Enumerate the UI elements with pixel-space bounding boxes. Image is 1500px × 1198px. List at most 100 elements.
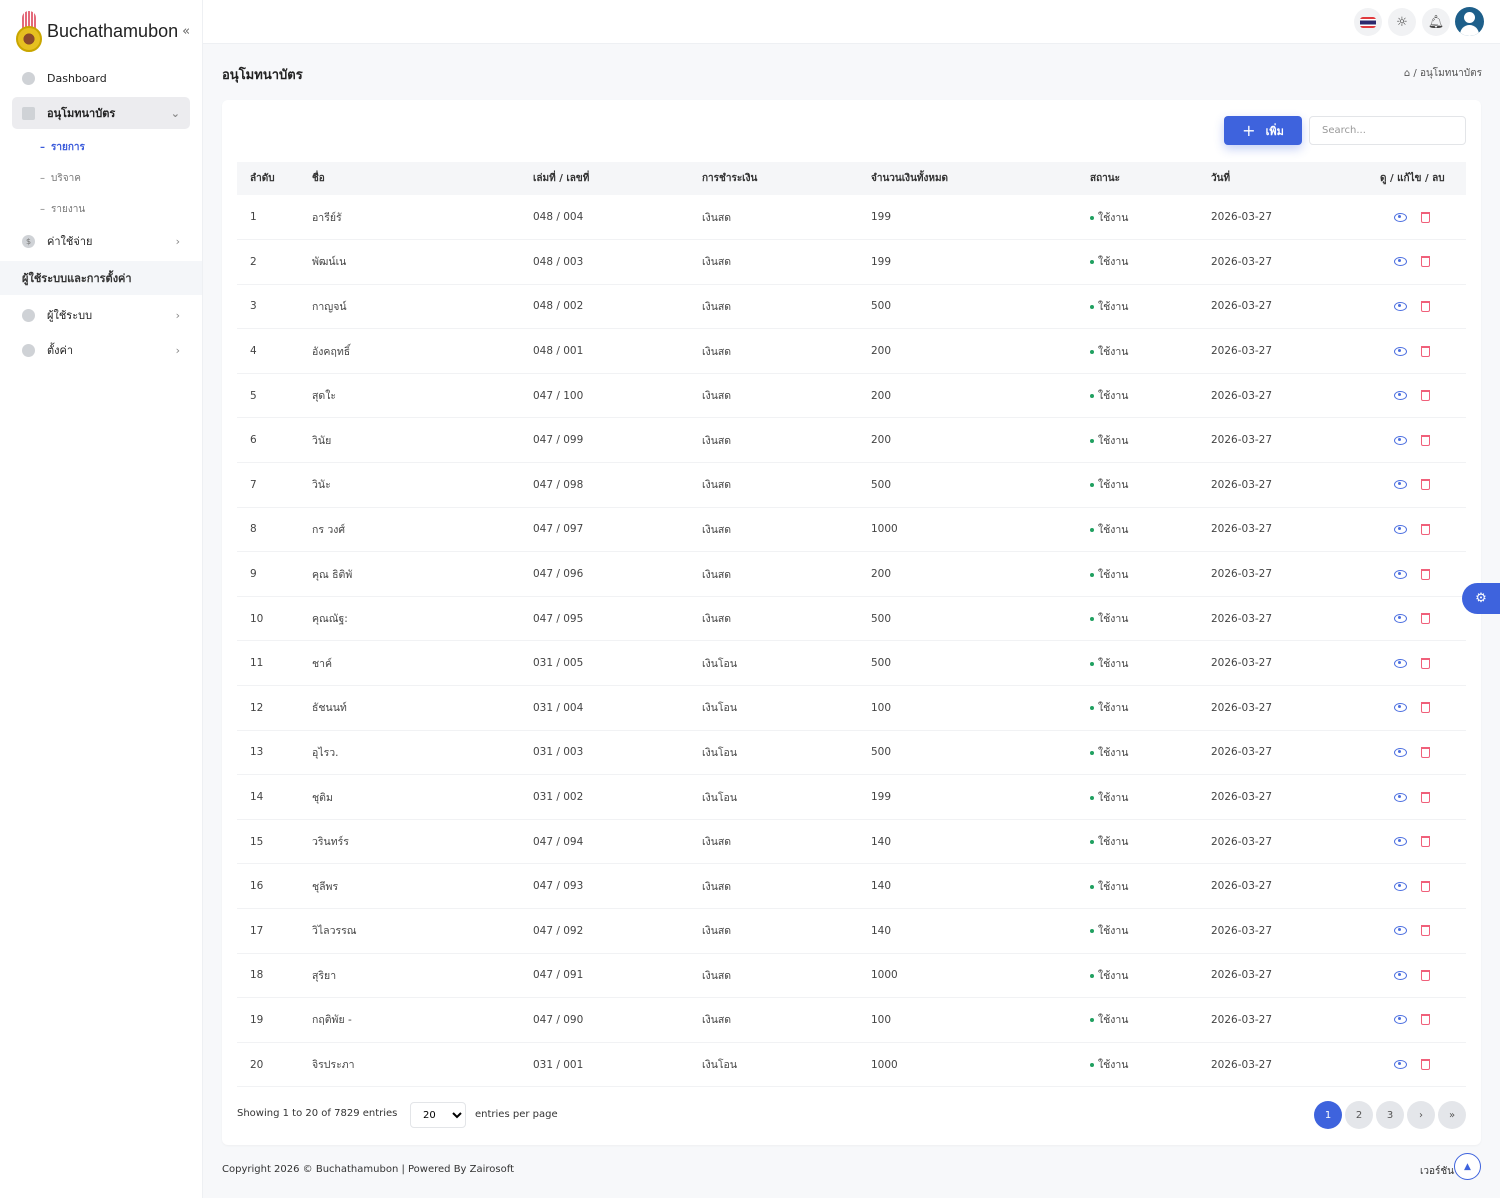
- notifications-button[interactable]: 🔔︎: [1422, 8, 1450, 36]
- last-page-button[interactable]: »: [1438, 1101, 1466, 1129]
- view-eye-icon[interactable]: [1394, 524, 1407, 534]
- view-eye-icon[interactable]: [1394, 747, 1407, 757]
- double-chevron-left-icon[interactable]: «: [182, 23, 191, 39]
- sidebar-item-settings[interactable]: ตั้งค่า ›: [12, 334, 190, 366]
- date-cell: 2026-03-27: [1198, 328, 1367, 374]
- status-cell: ใช้งาน: [1077, 997, 1198, 1043]
- delete-trash-icon[interactable]: [1421, 300, 1430, 312]
- status: ใช้งาน: [1098, 390, 1129, 403]
- chevron-right-icon: ›: [175, 343, 180, 357]
- sidebar-item-expenses[interactable]: $ ค่าใช้จ่าย ›: [12, 225, 190, 257]
- row-number: 5: [250, 389, 257, 402]
- view-eye-icon[interactable]: [1394, 301, 1407, 311]
- language-button[interactable]: [1354, 8, 1382, 36]
- home-icon[interactable]: ⌂: [1403, 68, 1411, 79]
- delete-trash-icon[interactable]: [1421, 702, 1430, 714]
- delete-trash-icon[interactable]: [1421, 434, 1430, 446]
- sidebar-subitem-list[interactable]: – รายการ: [40, 142, 85, 153]
- delete-trash-icon[interactable]: [1421, 657, 1430, 669]
- amount: 199: [871, 255, 892, 268]
- table-row: 7 วินัะ 047 / 098 เงินสด 500 ใช้งาน 2026-03-27: [237, 462, 1466, 508]
- view-eye-icon[interactable]: [1394, 480, 1407, 490]
- table-row: 17 วิไลวรรณ 047 / 092 เงินสด 140 ใช้งาน 2026-0…: [237, 908, 1466, 954]
- view-eye-icon[interactable]: [1394, 837, 1407, 847]
- delete-trash-icon[interactable]: [1421, 1014, 1430, 1026]
- next-page-button[interactable]: ›: [1407, 1101, 1435, 1129]
- view-eye-icon[interactable]: [1394, 391, 1407, 401]
- book-number-cell: 031 / 003: [520, 730, 689, 776]
- delete-trash-icon[interactable]: [1421, 479, 1430, 491]
- status-dot: [1090, 929, 1094, 934]
- view-eye-icon[interactable]: [1394, 212, 1407, 222]
- table-row: 10 คุณณัฐ: 047 / 095 เงินสด 500 ใช้งาน 2026-03…: [237, 596, 1466, 642]
- delete-trash-icon[interactable]: [1421, 925, 1430, 937]
- amount-cell: 140: [858, 863, 1077, 909]
- date-cell: 2026-03-27: [1198, 908, 1367, 954]
- delete-trash-icon[interactable]: [1421, 969, 1430, 981]
- date-cell: 2026-03-27: [1198, 596, 1367, 642]
- status-cell: ใช้งาน: [1077, 819, 1198, 865]
- row-number: 13: [250, 746, 264, 759]
- view-eye-icon[interactable]: [1394, 1060, 1407, 1070]
- row-number-cell: 7: [237, 462, 299, 508]
- row-number-cell: 4: [237, 328, 299, 374]
- delete-trash-icon[interactable]: [1421, 1059, 1430, 1071]
- sidebar-subitem-donate[interactable]: – บริจาค: [40, 173, 81, 184]
- sidebar-item-certificates[interactable]: อนุโมทนาบัตร ⌄: [12, 97, 190, 129]
- delete-trash-icon[interactable]: [1421, 836, 1430, 848]
- book-number-cell: 047 / 100: [520, 373, 689, 419]
- date: 2026-03-27: [1211, 835, 1273, 848]
- sidebar-item-users[interactable]: ผู้ใช้ระบบ ›: [12, 299, 190, 331]
- book-number: 047 / 097: [533, 523, 584, 536]
- delete-trash-icon[interactable]: [1421, 791, 1430, 803]
- user-avatar-icon[interactable]: [1455, 7, 1484, 36]
- status-dot: [1090, 349, 1094, 354]
- scroll-top-button[interactable]: ▲: [1454, 1153, 1481, 1180]
- table-row: 14 ชุติม 031 / 002 เงินโอน 199 ใช้งาน 2026-03-…: [237, 774, 1466, 820]
- add-button[interactable]: + เพิ่ม: [1224, 116, 1302, 145]
- status-cell: ใช้งาน: [1077, 417, 1198, 464]
- view-eye-icon[interactable]: [1394, 614, 1407, 624]
- actions-cell: [1367, 239, 1466, 285]
- view-eye-icon[interactable]: [1394, 792, 1407, 802]
- delete-trash-icon[interactable]: [1421, 568, 1430, 580]
- status: ใช้งาน: [1098, 925, 1129, 938]
- delete-trash-icon[interactable]: [1421, 746, 1430, 758]
- status: ใช้งาน: [1098, 1014, 1129, 1027]
- delete-trash-icon[interactable]: [1421, 880, 1430, 892]
- view-eye-icon[interactable]: [1394, 658, 1407, 668]
- sidebar-subitem-report[interactable]: – รายงาน: [40, 204, 86, 215]
- row-number-cell: 3: [237, 284, 299, 330]
- search-input[interactable]: [1309, 116, 1466, 145]
- theme-toggle-button[interactable]: ☼: [1388, 8, 1416, 36]
- per-page-select[interactable]: 20: [410, 1102, 466, 1128]
- delete-trash-icon[interactable]: [1421, 523, 1430, 535]
- view-eye-icon[interactable]: [1394, 569, 1407, 579]
- table-row: 6 วินัย 047 / 099 เงินสด 200 ใช้งาน 2026-03-27: [237, 417, 1466, 464]
- view-eye-icon[interactable]: [1394, 881, 1407, 891]
- settings-fab[interactable]: ⚙: [1462, 583, 1500, 614]
- view-eye-icon[interactable]: [1394, 435, 1407, 445]
- page-3-button[interactable]: 3: [1376, 1101, 1404, 1129]
- view-eye-icon[interactable]: [1394, 926, 1407, 936]
- date: 2026-03-27: [1211, 523, 1273, 536]
- name-cell: ชุลีพร: [299, 863, 520, 909]
- delete-trash-icon[interactable]: [1421, 613, 1430, 625]
- view-eye-icon[interactable]: [1394, 346, 1407, 356]
- page-2-button[interactable]: 2: [1345, 1101, 1373, 1129]
- delete-trash-icon[interactable]: [1421, 211, 1430, 223]
- delete-trash-icon[interactable]: [1421, 390, 1430, 402]
- book-number-cell: 031 / 002: [520, 774, 689, 820]
- page-1-button[interactable]: 1: [1314, 1101, 1342, 1129]
- delete-trash-icon[interactable]: [1421, 345, 1430, 357]
- view-eye-icon[interactable]: [1394, 703, 1407, 713]
- delete-trash-icon[interactable]: [1421, 256, 1430, 268]
- sidebar-item-dashboard[interactable]: Dashboard: [12, 62, 190, 94]
- name: กร วงศ์: [312, 523, 346, 536]
- amount: 140: [871, 880, 892, 893]
- view-eye-icon[interactable]: [1394, 970, 1407, 980]
- status-cell: ใช้งาน: [1077, 953, 1198, 999]
- view-eye-icon[interactable]: [1394, 257, 1407, 267]
- view-eye-icon[interactable]: [1394, 1015, 1407, 1025]
- row-number: 4: [250, 345, 257, 358]
